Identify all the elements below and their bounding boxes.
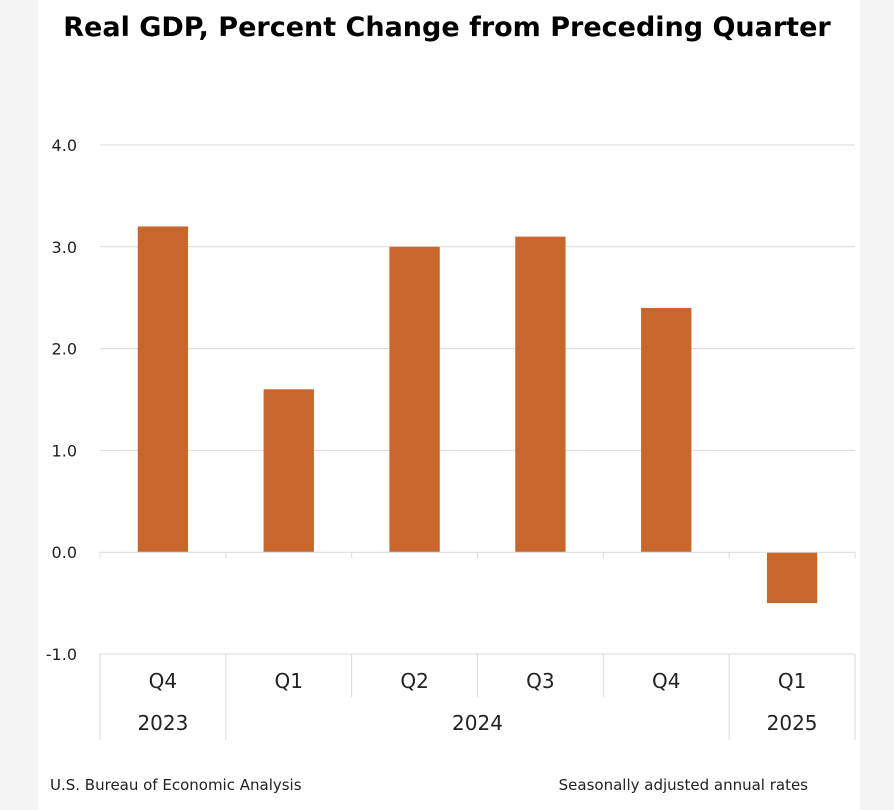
y-tick-label: 0.0 xyxy=(52,543,77,562)
bar xyxy=(641,307,692,553)
year-label: 2024 xyxy=(452,711,503,735)
year-label: 2025 xyxy=(767,711,818,735)
bar xyxy=(766,552,818,604)
year-label: 2023 xyxy=(137,711,188,735)
y-tick-label: 1.0 xyxy=(52,441,77,460)
source-note: U.S. Bureau of Economic Analysis xyxy=(50,776,302,794)
bar xyxy=(515,236,566,553)
y-tick-label: 4.0 xyxy=(52,136,77,155)
x-tick-label: Q2 xyxy=(400,669,428,693)
bars xyxy=(137,226,818,604)
bar xyxy=(137,226,189,553)
y-tick-label: 3.0 xyxy=(52,238,77,257)
x-tick-label: Q1 xyxy=(778,669,806,693)
rates-note: Seasonally adjusted annual rates xyxy=(558,776,808,794)
gridlines xyxy=(100,144,855,655)
y-tick-label: -1.0 xyxy=(46,645,77,664)
y-axis-ticks: 4.0 3.0 2.0 1.0 0.0 -1.0 xyxy=(46,136,77,664)
bar xyxy=(389,246,440,553)
x-tick-label: Q3 xyxy=(526,669,554,693)
x-tick-label: Q4 xyxy=(149,669,177,693)
bar xyxy=(263,389,314,553)
chart-title: Real GDP, Percent Change from Preceding … xyxy=(63,12,831,43)
y-tick-label: 2.0 xyxy=(52,340,77,359)
x-tick-label: Q4 xyxy=(652,669,680,693)
x-tick-label: Q1 xyxy=(275,669,303,693)
x-axis: Q4 Q1 Q2 Q3 Q4 Q1 2023 2024 2025 xyxy=(99,551,856,740)
